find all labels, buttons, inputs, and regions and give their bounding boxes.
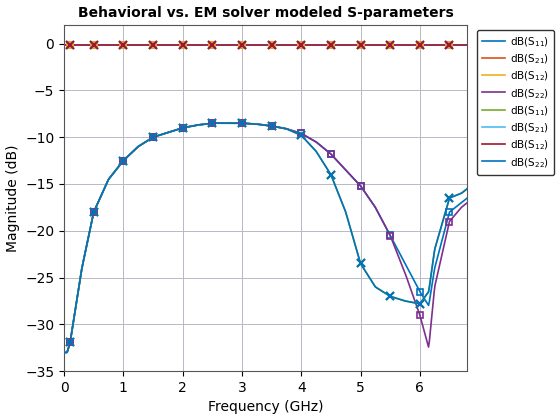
dB(S$_{11}$) [455, 202, 462, 207]
dB(S$_{21}$) [255, 42, 262, 47]
dB(S$_{21}$) [391, 42, 398, 47]
dB(S$_{22}$) [455, 192, 462, 197]
Line: dB(S$_{11}$): dB(S$_{11}$) [64, 123, 467, 352]
dB(S$_{12}$) [253, 42, 259, 47]
dB(S$_{11}$) [256, 122, 263, 127]
dB(S$_{21}$) [279, 42, 286, 47]
dB(S$_{22}$) [61, 350, 68, 355]
dB(S$_{22}$) [455, 208, 462, 213]
X-axis label: Frequency (GHz): Frequency (GHz) [208, 400, 324, 415]
dB(S$_{12}$) [61, 42, 68, 47]
dB(S$_{12}$) [391, 42, 398, 47]
dB(S$_{11}$) [253, 121, 260, 126]
dB(S$_{12}$) [279, 42, 286, 47]
dB(S$_{22}$) [253, 121, 260, 126]
dB(S$_{21}$) [464, 42, 470, 47]
dB(S$_{11}$) [61, 350, 68, 355]
dB(S$_{22}$) [209, 121, 216, 126]
dB(S$_{22}$) [280, 126, 287, 131]
dB(S$_{21}$) [464, 42, 470, 47]
Line: dB(S$_{22}$): dB(S$_{22}$) [64, 123, 467, 352]
dB(S$_{11}$) [61, 350, 68, 355]
dB(S$_{11}$) [280, 126, 287, 131]
dB(S$_{22}$) [392, 295, 399, 300]
dB(S$_{11}$) [253, 121, 260, 126]
dB(S$_{11}$) [280, 126, 287, 131]
dB(S$_{21}$) [301, 42, 307, 47]
Legend: dB(S$_{11}$), dB(S$_{21}$), dB(S$_{12}$), dB(S$_{22}$), dB(S$_{11}$), dB(S$_{21}: dB(S$_{11}$), dB(S$_{21}$), dB(S$_{12}$)… [477, 30, 554, 175]
dB(S$_{12}$) [61, 42, 68, 47]
dB(S$_{21}$) [255, 42, 262, 47]
Line: dB(S$_{11}$): dB(S$_{11}$) [64, 123, 467, 352]
dB(S$_{22}$) [209, 121, 216, 126]
dB(S$_{12}$) [301, 42, 307, 47]
dB(S$_{22}$) [302, 137, 309, 142]
Y-axis label: Magnitude (dB): Magnitude (dB) [6, 144, 20, 252]
dB(S$_{22}$) [61, 350, 68, 355]
dB(S$_{22}$) [280, 126, 287, 131]
dB(S$_{12}$) [391, 42, 398, 47]
dB(S$_{11}$) [209, 121, 216, 126]
dB(S$_{12}$) [253, 42, 259, 47]
dB(S$_{22}$) [392, 246, 399, 251]
dB(S$_{21}$) [454, 42, 461, 47]
dB(S$_{22}$) [464, 186, 470, 191]
dB(S$_{11}$) [392, 243, 399, 248]
dB(S$_{11}$) [302, 137, 309, 142]
dB(S$_{12}$) [454, 42, 461, 47]
dB(S$_{11}$) [256, 122, 263, 127]
Line: dB(S$_{22}$): dB(S$_{22}$) [64, 123, 467, 352]
dB(S$_{12}$) [454, 42, 461, 47]
dB(S$_{12}$) [279, 42, 286, 47]
dB(S$_{22}$) [464, 200, 470, 205]
dB(S$_{11}$) [302, 133, 309, 138]
Title: Behavioral vs. EM solver modeled S-parameters: Behavioral vs. EM solver modeled S-param… [78, 5, 454, 20]
dB(S$_{21}$) [61, 42, 68, 47]
dB(S$_{21}$) [391, 42, 398, 47]
dB(S$_{22}$) [256, 122, 263, 127]
dB(S$_{21}$) [454, 42, 461, 47]
dB(S$_{21}$) [301, 42, 307, 47]
dB(S$_{11}$) [209, 121, 216, 126]
dB(S$_{12}$) [464, 42, 470, 47]
dB(S$_{21}$) [253, 42, 259, 47]
dB(S$_{11}$) [464, 186, 470, 191]
dB(S$_{21}$) [279, 42, 286, 47]
dB(S$_{12}$) [301, 42, 307, 47]
dB(S$_{21}$) [253, 42, 259, 47]
dB(S$_{21}$) [61, 42, 68, 47]
dB(S$_{11}$) [464, 195, 470, 200]
dB(S$_{22}$) [253, 121, 260, 126]
dB(S$_{12}$) [255, 42, 262, 47]
dB(S$_{22}$) [302, 133, 309, 138]
dB(S$_{22}$) [256, 122, 263, 127]
dB(S$_{11}$) [392, 295, 399, 300]
dB(S$_{12}$) [464, 42, 470, 47]
dB(S$_{11}$) [455, 192, 462, 197]
dB(S$_{12}$) [255, 42, 262, 47]
